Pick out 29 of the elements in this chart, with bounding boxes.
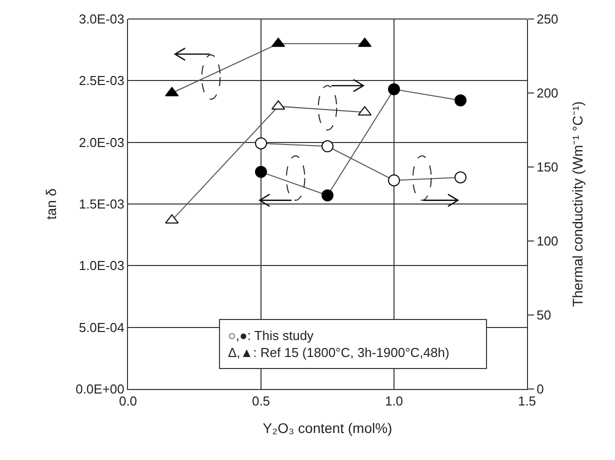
point: [322, 189, 334, 202]
y-tick-label: 1.5E-03: [78, 196, 124, 212]
y-tick-label: 2.0E-03: [78, 134, 124, 150]
point: [322, 140, 334, 152]
y2-tick-label: 150: [536, 160, 558, 175]
y2-tick-label: 200: [536, 86, 558, 101]
annotation: ○,●: This study: [228, 328, 314, 343]
y2-tick-label: 100: [536, 234, 558, 249]
y-tick-label: 5.0E-04: [78, 320, 124, 335]
point: [388, 83, 400, 96]
point: [255, 166, 267, 178]
y2-tick-label: 50: [536, 308, 552, 323]
y2-tick-label: 0: [536, 382, 544, 397]
y2-axis-title: Thermal conductivity (Wm⁻¹ °C⁻¹): [570, 101, 586, 307]
y2-tick-label: 250: [536, 12, 558, 27]
point: [454, 171, 466, 184]
y-tick-label: 2.5E-03: [78, 73, 124, 88]
y-axis-title: tan δ: [43, 188, 60, 220]
annotation: Δ,▲: Ref 15 (1800°C, 3h-1900°C,48h): [228, 344, 450, 360]
y-tick-label: 1.0E-03: [78, 258, 124, 274]
legend-box: ○,●: This study Δ,▲: Ref 15 (1800°C, 3h-1900°C,48h): [219, 319, 487, 369]
point: [255, 137, 267, 150]
y-tick-label: 3.0E-03: [78, 12, 124, 27]
point: [454, 94, 466, 106]
x-tick-label: 1.5: [518, 394, 536, 409]
x-tick-label: 0.5: [252, 394, 270, 409]
x-tick-label: 1.0: [384, 394, 404, 409]
x-axis-title: Y₂O₃ content (mol%): [262, 420, 392, 436]
point: [388, 174, 400, 186]
